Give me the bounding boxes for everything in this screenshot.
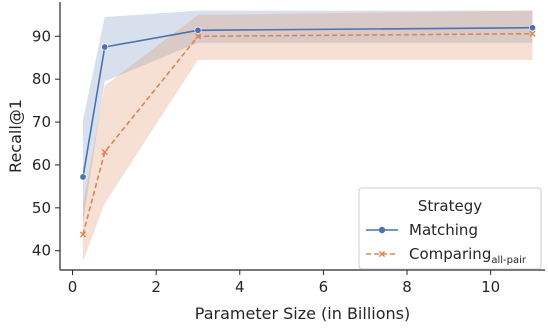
data-point [101,148,108,156]
confidence-bands [82,10,533,262]
legend-marker-1 [378,226,386,234]
tick-labels: 0 2 4 6 8 10 40 50 60 70 80 90 [32,27,500,296]
series-lines [82,26,533,235]
confidence-band-1 [82,10,533,223]
x-tick-label: 10 [481,278,500,296]
y-tick-label: 60 [32,156,51,174]
y-tick-label: 90 [32,27,51,45]
x-tick-label: 6 [319,278,329,296]
legend-title: Strategy [418,197,482,215]
confidence-band-2 [82,10,533,262]
legend-label-subscript: all-pair [491,255,527,266]
series-line-1 [82,26,533,178]
y-tick-label: 50 [32,199,51,217]
legend-frame [358,187,542,270]
y-tick-label: 70 [32,113,51,131]
y-axis-label: Recall@1 [6,99,25,173]
legend-label-1: Matching [409,221,478,239]
y-tick-label: 40 [32,242,51,260]
data-point [101,43,109,51]
y-tick-label: 80 [32,70,51,88]
x-tick-label: 0 [68,278,78,296]
x-tick-label: 8 [402,278,412,296]
legend-marker-2 [378,250,386,258]
data-point [529,30,536,37]
x-tick-label: 4 [235,278,245,296]
series-markers [79,24,536,238]
x-axis-label: Parameter Size (in Billions) [195,304,410,323]
data-point [194,33,202,40]
axes [55,2,545,275]
series-line-2 [82,32,533,235]
data-point [528,24,536,32]
data-point [79,231,87,238]
x-tick-label: 2 [151,278,161,296]
data-point [194,26,202,34]
data-point [79,173,87,181]
